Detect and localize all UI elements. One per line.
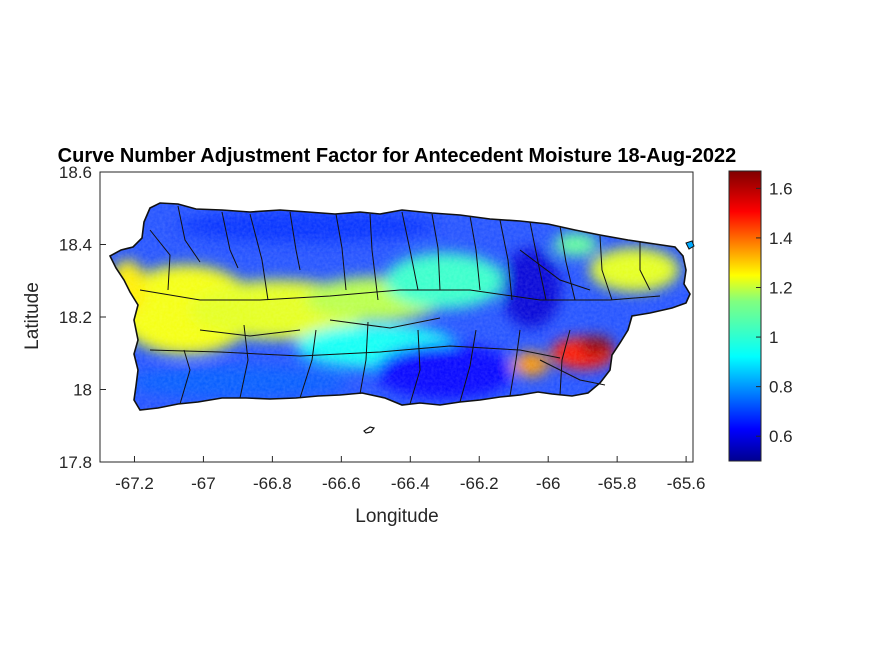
municipal-border-19	[299, 329, 317, 399]
y-tick-label: 17.8	[59, 453, 92, 472]
municipal-border-1	[177, 205, 201, 263]
municipal-border-18	[239, 324, 249, 399]
chart-title: Curve Number Adjustment Factor for Antec…	[58, 145, 737, 167]
municipal-border-21	[409, 329, 421, 405]
x-axis-label: Longitude	[355, 506, 438, 527]
municipal-border-13	[599, 235, 613, 301]
x-axis-ticks: -67.2 -67 -66.8 -66.6 -66.4 -66.2 -66 -65.8 -65.…	[115, 456, 705, 493]
municipal-border-16	[149, 345, 561, 359]
municipal-border-10	[499, 219, 513, 301]
y-axis-label: Latitude	[22, 282, 43, 350]
municipal-border-25	[539, 359, 606, 386]
island-coastline	[108, 202, 691, 411]
municipal-border-4	[289, 211, 301, 271]
x-tick-label: -66.6	[322, 474, 361, 493]
y-axis-ticks: 18.6 18.4 18.2 18 17.8	[59, 163, 106, 472]
colorbar-tick-label: 0.6	[769, 427, 793, 446]
municipal-border-20	[359, 321, 369, 395]
x-tick-label: -67	[191, 474, 216, 493]
municipal-border-3	[249, 213, 269, 301]
municipal-border-2	[221, 211, 239, 269]
municipal-border-15	[139, 289, 661, 301]
colorbar-tick-label: 1	[769, 328, 778, 347]
colorbar	[728, 170, 762, 462]
municipal-border-26	[519, 249, 591, 291]
municipal-border-17	[179, 349, 191, 405]
y-tick-label: 18	[73, 381, 92, 400]
heatmap-field	[110, 203, 690, 410]
colorbar-tick-label: 1.4	[769, 229, 793, 248]
municipal-border-7	[401, 211, 419, 291]
municipal-border-27	[329, 317, 441, 329]
x-tick-label: -65.8	[598, 474, 637, 493]
municipal-borders	[139, 205, 661, 405]
y-tick-label: 18.4	[59, 236, 92, 255]
municipal-border-23	[509, 329, 521, 397]
x-tick-label: -66.2	[460, 474, 499, 493]
y-tick-label: 18.2	[59, 308, 92, 327]
y-tick-label: 18.6	[59, 163, 92, 182]
municipal-border-11	[529, 221, 547, 301]
culebra-islet	[685, 240, 695, 250]
x-tick-label: -66.4	[391, 474, 430, 493]
municipal-border-5	[335, 213, 347, 291]
municipal-border-0	[149, 229, 171, 291]
municipal-border-12	[559, 225, 576, 301]
colorbar-tick-label: 1.6	[769, 179, 793, 198]
colorbar-ticks: 1.6 1.4 1.2 1 0.8 0.6	[756, 179, 793, 446]
municipal-border-8	[431, 213, 441, 291]
x-tick-label: -65.6	[667, 474, 706, 493]
x-tick-label: -66	[536, 474, 561, 493]
municipal-border-24	[559, 329, 571, 396]
caja-de-muertos-island	[363, 426, 376, 434]
municipal-border-6	[369, 213, 379, 301]
municipal-border-9	[469, 215, 481, 291]
municipal-border-14	[639, 242, 651, 291]
municipal-border-28	[199, 329, 301, 337]
x-tick-label: -66.8	[253, 474, 292, 493]
colorbar-tick-label: 1.2	[769, 278, 793, 297]
municipal-border-22	[459, 329, 477, 403]
colorbar-tick-label: 0.8	[769, 378, 793, 397]
x-tick-label: -67.2	[115, 474, 154, 493]
